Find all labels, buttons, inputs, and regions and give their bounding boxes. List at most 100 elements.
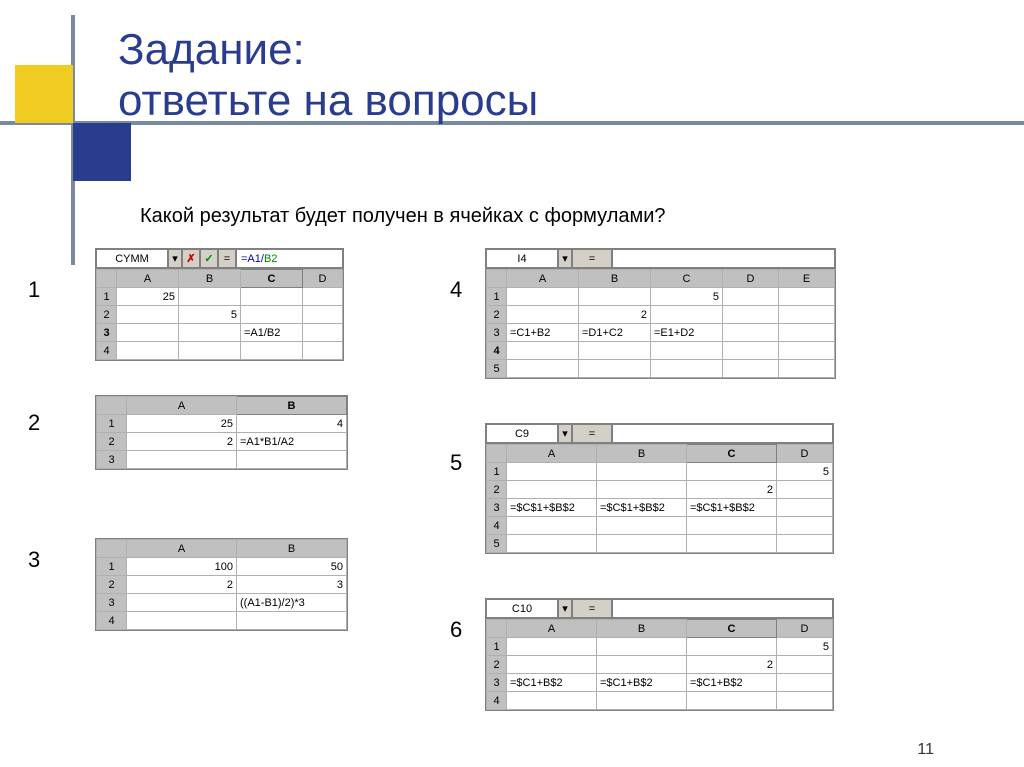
cell-B4[interactable] [597, 692, 687, 710]
cell-C5[interactable] [687, 535, 777, 553]
cell-B1[interactable] [579, 288, 651, 306]
cell-B2[interactable]: 3 [237, 576, 347, 594]
cell-B2[interactable] [597, 656, 687, 674]
cell-C4[interactable] [687, 692, 777, 710]
cell-C3[interactable]: =E1+D2 [651, 324, 723, 342]
cell-B5[interactable] [597, 535, 687, 553]
formula-input-6[interactable] [612, 599, 833, 618]
cell-A1[interactable] [507, 288, 579, 306]
cell-A4[interactable] [507, 342, 579, 360]
cell-D2[interactable] [777, 656, 833, 674]
cell-B3[interactable] [237, 451, 347, 469]
formula-input-4[interactable] [612, 249, 835, 268]
cell-D3[interactable] [723, 324, 779, 342]
cell-A1[interactable]: 25 [127, 415, 237, 433]
dropdown-icon[interactable]: ▾ [558, 599, 572, 618]
cell-B4[interactable] [597, 517, 687, 535]
namebox-5[interactable]: C9 [486, 424, 558, 443]
cell-B3[interactable] [179, 324, 241, 342]
cell-A3[interactable]: =$C1+B$2 [507, 674, 597, 692]
cell-E4[interactable] [779, 342, 835, 360]
cell-C3[interactable]: =$C1+B$2 [687, 674, 777, 692]
cell-C1[interactable]: 5 [651, 288, 723, 306]
cell-D3[interactable] [777, 499, 833, 517]
cell-A2[interactable]: 2 [127, 576, 237, 594]
cell-B1[interactable] [597, 638, 687, 656]
cell-E3[interactable] [779, 324, 835, 342]
formula-input-1[interactable]: =A1/B2 [236, 249, 343, 268]
cell-E1[interactable] [779, 288, 835, 306]
cell-B3[interactable]: =D1+C2 [579, 324, 651, 342]
cell-D3[interactable] [303, 324, 343, 342]
cell-B3[interactable]: ((A1-B1)/2)*3 [237, 594, 347, 612]
namebox-4[interactable]: I4 [486, 249, 558, 268]
equals-button[interactable]: = [572, 424, 612, 443]
cell-D1[interactable] [303, 288, 343, 306]
namebox-6[interactable]: C10 [486, 599, 558, 618]
cell-B5[interactable] [579, 360, 651, 378]
cell-B1[interactable]: 4 [237, 415, 347, 433]
cell-D1[interactable]: 5 [777, 638, 833, 656]
cell-D5[interactable] [723, 360, 779, 378]
confirm-icon[interactable]: ✓ [200, 249, 218, 268]
cell-A5[interactable] [507, 535, 597, 553]
cancel-icon[interactable]: ✗ [182, 249, 200, 268]
cell-A4[interactable] [507, 692, 597, 710]
cell-D2[interactable] [777, 481, 833, 499]
cell-E5[interactable] [779, 360, 835, 378]
cell-B1[interactable] [179, 288, 241, 306]
cell-A3[interactable] [127, 451, 237, 469]
cell-A2[interactable] [507, 481, 597, 499]
cell-A3[interactable]: =C1+B2 [507, 324, 579, 342]
cell-D1[interactable]: 5 [777, 463, 833, 481]
cell-A1[interactable] [507, 463, 597, 481]
equals-button[interactable]: = [572, 599, 612, 618]
cell-B1[interactable] [597, 463, 687, 481]
cell-A5[interactable] [507, 360, 579, 378]
namebox-1[interactable]: CYMM [96, 249, 168, 268]
cell-B3[interactable]: =$C1+B$2 [597, 674, 687, 692]
cell-D2[interactable] [723, 306, 779, 324]
cell-A4[interactable] [127, 612, 237, 630]
cell-A1[interactable] [507, 638, 597, 656]
cell-A1[interactable]: 100 [127, 558, 237, 576]
cell-A1[interactable]: 25 [117, 288, 179, 306]
cell-B4[interactable] [179, 342, 241, 360]
cell-C2[interactable] [651, 306, 723, 324]
cell-D2[interactable] [303, 306, 343, 324]
cell-C4[interactable] [687, 517, 777, 535]
cell-D4[interactable] [723, 342, 779, 360]
cell-C2[interactable]: 2 [687, 656, 777, 674]
equals-button[interactable]: = [218, 249, 236, 268]
cell-C4[interactable] [241, 342, 303, 360]
cell-B4[interactable] [237, 612, 347, 630]
cell-E2[interactable] [779, 306, 835, 324]
cell-D4[interactable] [303, 342, 343, 360]
cell-C1[interactable] [687, 463, 777, 481]
cell-C2[interactable]: 2 [687, 481, 777, 499]
cell-A4[interactable] [117, 342, 179, 360]
cell-C1[interactable] [241, 288, 303, 306]
cell-B2[interactable]: 5 [179, 306, 241, 324]
cell-C2[interactable] [241, 306, 303, 324]
cell-A2[interactable] [117, 306, 179, 324]
cell-D1[interactable] [723, 288, 779, 306]
cell-C3[interactable]: =$C$1+$B$2 [687, 499, 777, 517]
cell-C4[interactable] [651, 342, 723, 360]
cell-C1[interactable] [687, 638, 777, 656]
formula-input-5[interactable] [612, 424, 833, 443]
cell-A3[interactable]: =$C$1+$B$2 [507, 499, 597, 517]
cell-B4[interactable] [579, 342, 651, 360]
cell-B2[interactable]: =A1*B1/A2 [237, 433, 347, 451]
cell-A2[interactable] [507, 656, 597, 674]
cell-D5[interactable] [777, 535, 833, 553]
cell-B2[interactable]: 2 [579, 306, 651, 324]
dropdown-icon[interactable]: ▾ [558, 249, 572, 268]
dropdown-icon[interactable]: ▾ [168, 249, 182, 268]
cell-A2[interactable] [507, 306, 579, 324]
cell-D4[interactable] [777, 517, 833, 535]
cell-A2[interactable]: 2 [127, 433, 237, 451]
cell-A3[interactable] [117, 324, 179, 342]
cell-B1[interactable]: 50 [237, 558, 347, 576]
dropdown-icon[interactable]: ▾ [558, 424, 572, 443]
